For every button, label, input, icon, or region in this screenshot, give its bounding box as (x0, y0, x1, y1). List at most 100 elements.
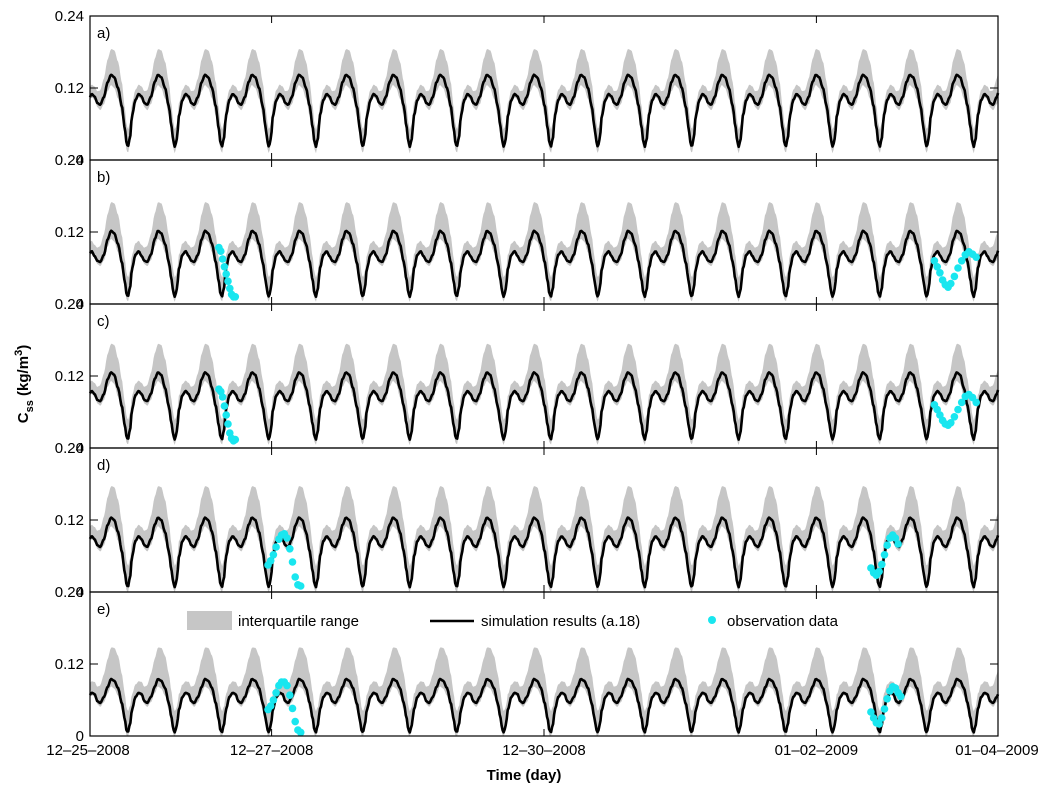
y-axis-title-subscript: ss (24, 400, 36, 412)
x-tick-label: 12–27–2008 (230, 742, 313, 759)
y-tick-label: 0 (76, 440, 84, 457)
observation-point (897, 692, 905, 701)
observation-point (266, 557, 275, 565)
legend-band-swatch (187, 611, 232, 630)
observation-point (218, 255, 227, 263)
y-tick-label: 0 (76, 152, 84, 169)
y-tick-label: 0 (76, 584, 84, 601)
y-tick-label: 0 (76, 296, 84, 313)
observation-point (950, 272, 959, 281)
y-axis-title-unit: (kg/m (15, 356, 32, 400)
observation-point (217, 247, 225, 255)
y-axis-title-superscript: 3 (13, 350, 25, 356)
observation-point (880, 551, 889, 559)
legend-obs-marker (708, 616, 716, 624)
interquartile-band (90, 202, 998, 302)
y-tick-label: 0.12 (55, 224, 84, 241)
observation-point (880, 705, 889, 713)
y-tick-label: 0.12 (55, 512, 84, 529)
x-axis-title: Time (day) (487, 767, 562, 784)
simulation-line (88, 677, 1000, 734)
panel-label: a) (97, 25, 110, 42)
y-axis-title-unit-close: ) (15, 345, 32, 350)
observation-point (222, 270, 230, 278)
observation-point (220, 263, 229, 271)
panel-c: 0 0.12 0.24 c) (55, 296, 1000, 457)
legend-label-band: interquartile range (238, 613, 359, 630)
panel-d: 0 0.12 0.24 d) (55, 440, 1000, 601)
observation-point (269, 551, 278, 559)
y-tick-label: 0.24 (55, 440, 84, 457)
observation-point (947, 279, 955, 288)
observation-point (272, 543, 280, 551)
observation-point (867, 708, 875, 716)
observation-point (972, 398, 980, 407)
interquartile-band (90, 343, 998, 446)
x-tick-label: 12–30–2008 (502, 742, 585, 759)
chart-panels: 0 0.12 0.24 a) 0 0.12 0.24 b) 0 0.12 0.24 c) 0 0.12 0.… (46, 8, 1038, 759)
observation-point (291, 573, 300, 581)
observation-point (947, 419, 955, 427)
panel-e: 0 0.12 0.24 e) (55, 584, 1000, 745)
observation-point (283, 681, 291, 690)
y-tick-label: 0.24 (55, 8, 84, 25)
observation-point (883, 541, 891, 549)
observation-point (933, 263, 941, 271)
panel-label: b) (97, 169, 110, 186)
y-tick-label: 0.24 (55, 584, 84, 601)
observation-point (226, 284, 234, 293)
observation-point (288, 704, 297, 713)
simulation-line (88, 229, 1000, 299)
observation-point (272, 689, 280, 697)
observation-point (878, 714, 886, 722)
legend: interquartile range simulation results (… (187, 611, 839, 630)
observation-point (891, 534, 900, 542)
observation-point (954, 405, 962, 414)
observation-point (283, 534, 291, 542)
y-tick-label: 0.24 (55, 296, 84, 313)
observation-point (950, 413, 959, 421)
panel-a: 0 0.12 0.24 a) (55, 8, 1000, 169)
observation-point (894, 540, 902, 548)
observation-point (954, 264, 962, 272)
panel-label: d) (97, 457, 110, 474)
x-tick-label: 01–02–2009 (775, 742, 858, 759)
panel-b: 0 0.12 0.24 b) (55, 152, 1000, 313)
y-tick-label: 0.12 (55, 656, 84, 673)
panel-label: c) (97, 313, 110, 330)
observation-point (269, 696, 278, 704)
observation-point (218, 393, 227, 401)
panel-label: e) (97, 601, 110, 618)
simulation-line (88, 516, 1000, 589)
observation-point (296, 582, 305, 590)
observation-point (231, 293, 240, 301)
simulation-line (88, 371, 1000, 441)
observation-point (930, 257, 939, 265)
observation-point (883, 695, 891, 703)
observation-point (288, 558, 297, 566)
y-axis-title: Css (kg/m3) (13, 345, 36, 423)
observation-point (224, 420, 232, 428)
legend-label-obs: observation data (727, 613, 839, 630)
y-axis-title-main: C (15, 412, 32, 423)
y-tick-label: 0 (76, 728, 84, 745)
y-tick-label: 0.12 (55, 368, 84, 385)
y-tick-label: 0.24 (55, 152, 84, 169)
observation-point (972, 253, 980, 261)
observation-point (286, 545, 294, 553)
observation-point (266, 702, 275, 710)
observation-point (291, 717, 300, 726)
observation-point (875, 720, 883, 728)
interquartile-band (90, 647, 998, 736)
observation-point (957, 257, 966, 265)
x-tick-label: 12–25–2008 (46, 742, 129, 759)
legend-label-line: simulation results (a.18) (481, 613, 640, 630)
observation-point (296, 728, 305, 737)
x-tick-label: 01–04–2009 (955, 742, 1038, 759)
observation-point (231, 435, 240, 444)
y-tick-label: 0.12 (55, 80, 84, 97)
simulation-line (88, 73, 1000, 149)
observation-point (220, 402, 229, 410)
observation-point (936, 269, 944, 277)
observation-point (957, 398, 966, 407)
